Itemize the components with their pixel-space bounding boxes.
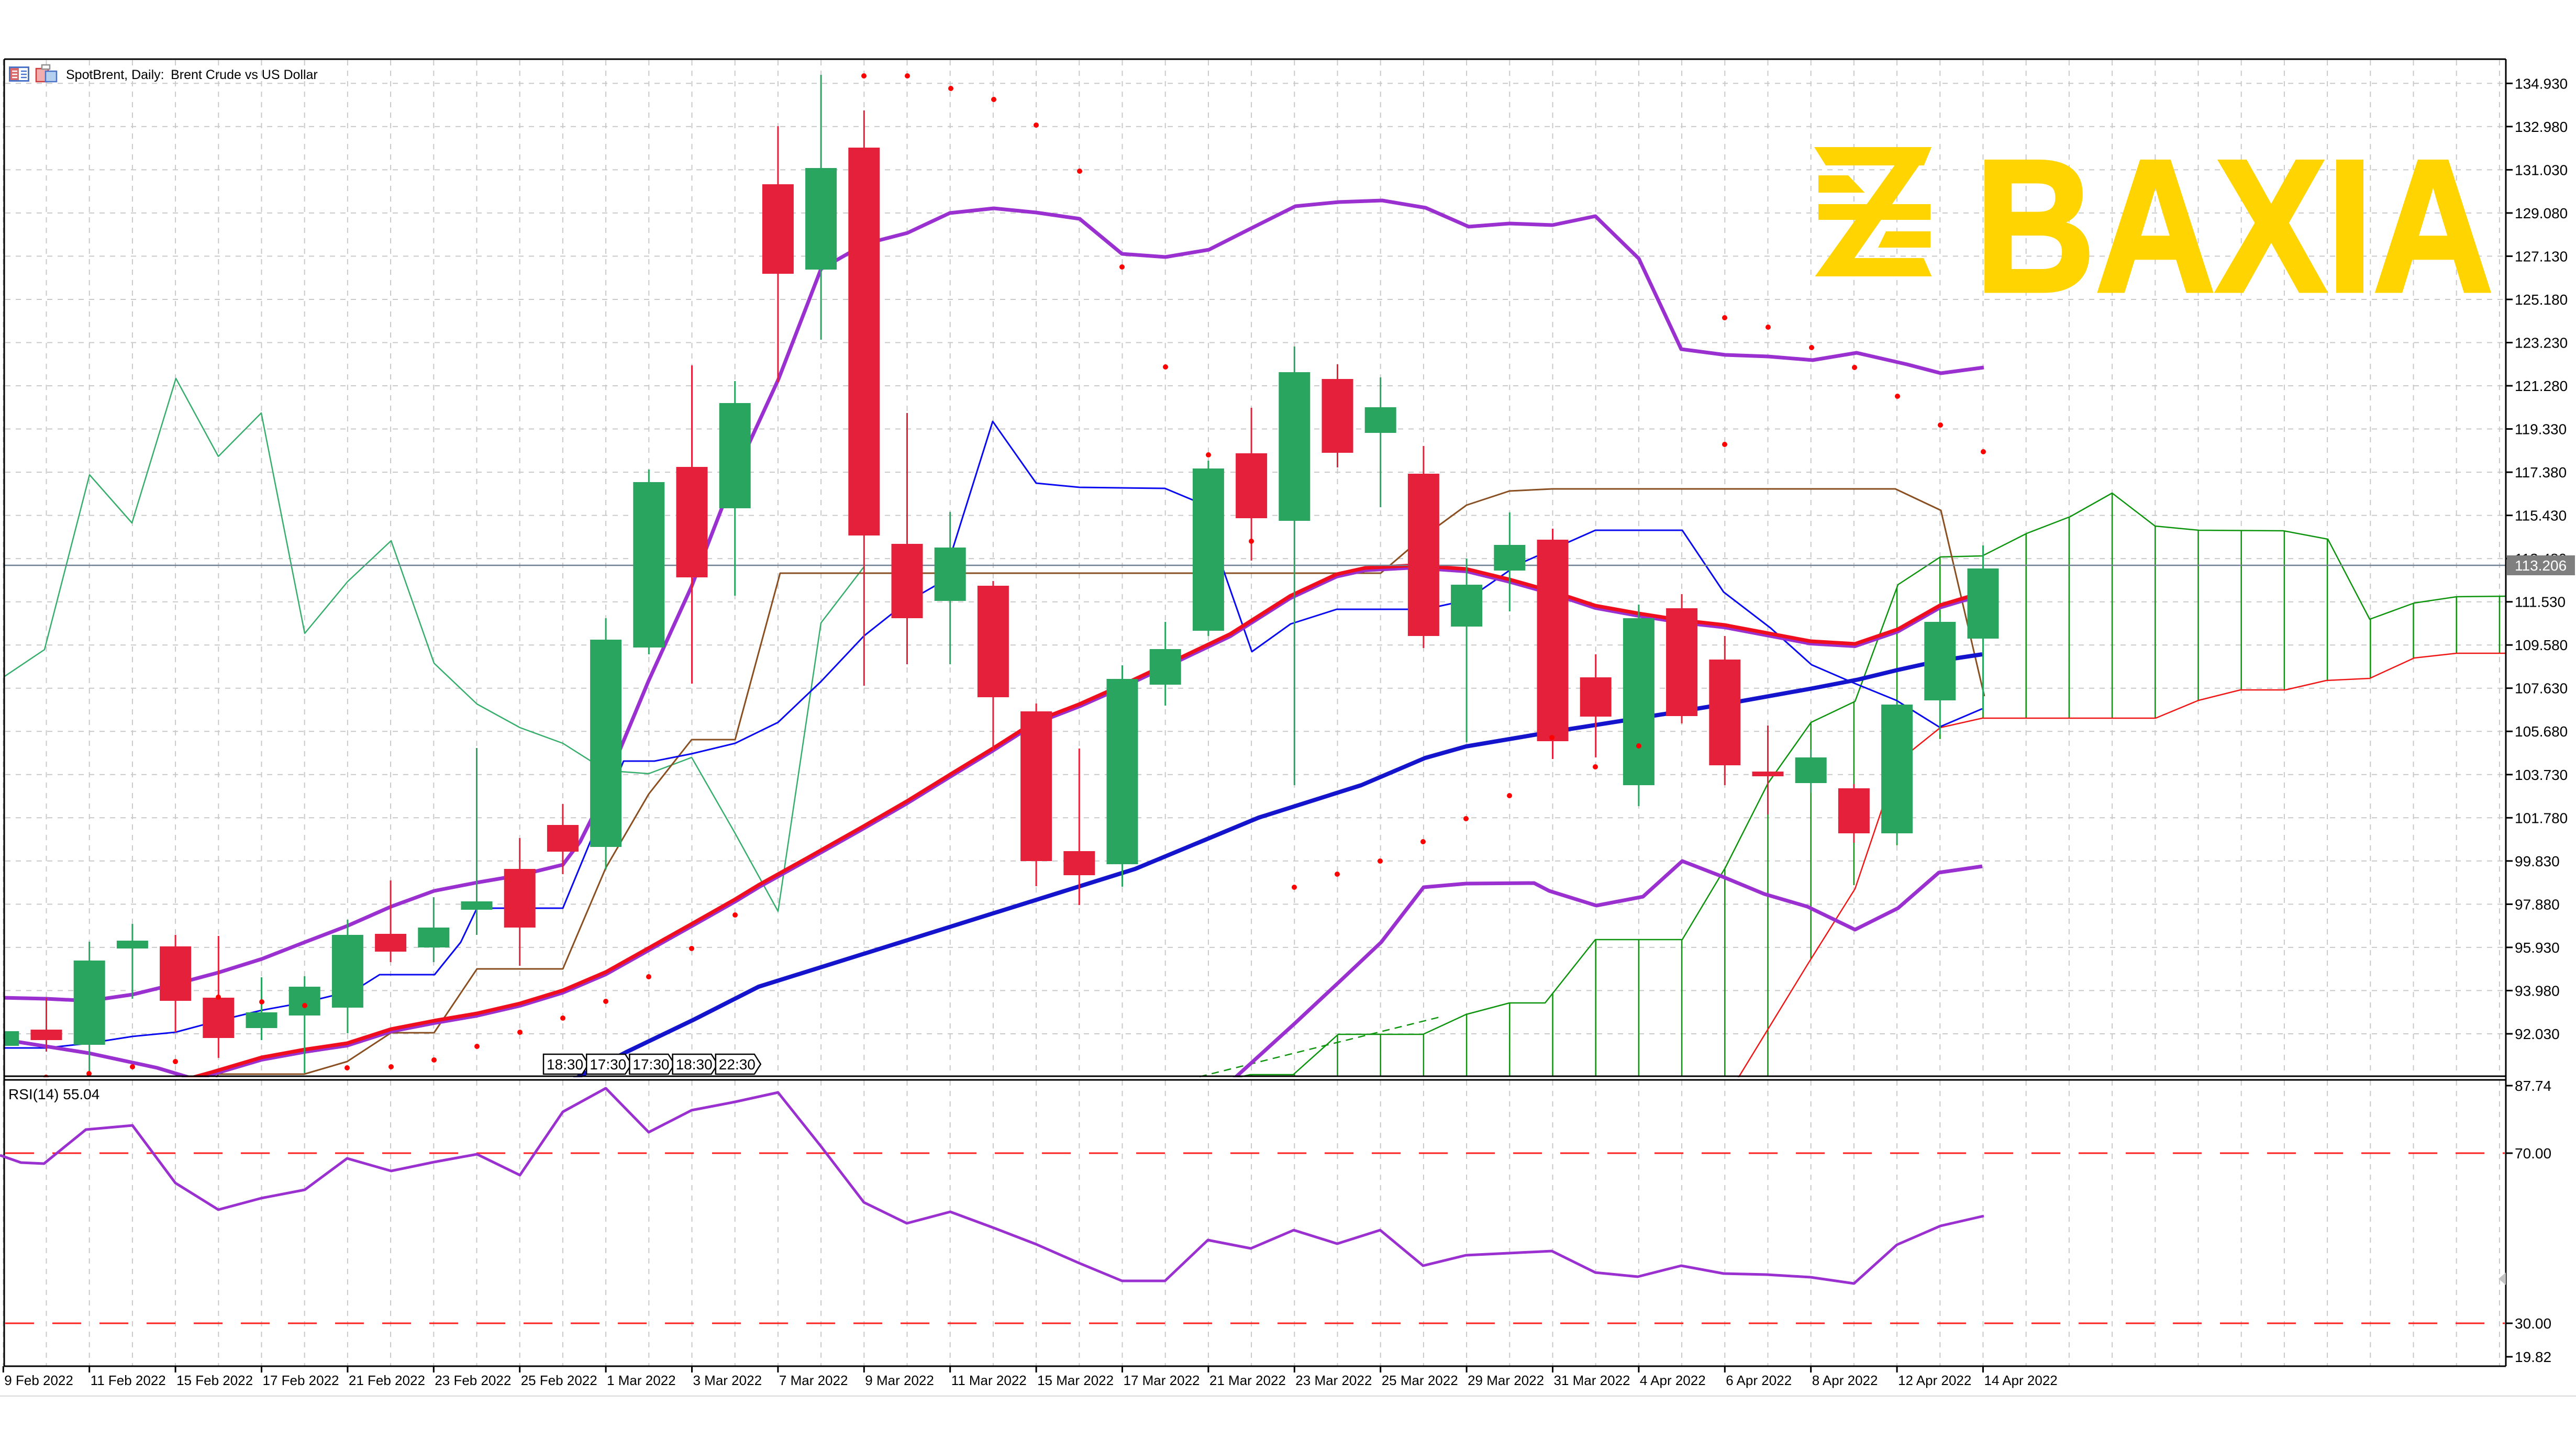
svg-text:30.00: 30.00 [2515, 1315, 2551, 1332]
svg-text:17 Feb 2022: 17 Feb 2022 [263, 1372, 339, 1388]
svg-text:93.980: 93.980 [2515, 983, 2560, 999]
svg-text:127.130: 127.130 [2515, 248, 2568, 264]
svg-text:SpotBrent, Daily: Brent Crude: SpotBrent, Daily: Brent Crude vs US Doll… [66, 68, 318, 82]
svg-text:7 Mar 2022: 7 Mar 2022 [779, 1372, 848, 1388]
svg-text:17:30: 17:30 [632, 1056, 669, 1073]
svg-text:109.580: 109.580 [2515, 637, 2568, 653]
svg-text:19.82: 19.82 [2515, 1349, 2551, 1365]
svg-text:18:30: 18:30 [547, 1056, 583, 1073]
svg-text:25 Feb 2022: 25 Feb 2022 [521, 1372, 597, 1388]
svg-text:107.630: 107.630 [2515, 680, 2568, 697]
svg-text:97.880: 97.880 [2515, 896, 2560, 912]
svg-text:132.980: 132.980 [2515, 119, 2568, 135]
svg-text:134.930: 134.930 [2515, 75, 2568, 92]
svg-text:4 Apr 2022: 4 Apr 2022 [1640, 1372, 1706, 1388]
svg-text:17 Mar 2022: 17 Mar 2022 [1124, 1372, 1200, 1388]
svg-text:21 Feb 2022: 21 Feb 2022 [349, 1372, 425, 1388]
svg-text:113.206: 113.206 [2515, 557, 2567, 574]
svg-text:29 Mar 2022: 29 Mar 2022 [1468, 1372, 1544, 1388]
svg-text:125.180: 125.180 [2515, 292, 2568, 308]
svg-text:9 Mar 2022: 9 Mar 2022 [865, 1372, 934, 1388]
svg-text:117.380: 117.380 [2515, 464, 2567, 481]
svg-text:105.680: 105.680 [2515, 723, 2568, 740]
svg-text:15 Mar 2022: 15 Mar 2022 [1037, 1372, 1114, 1388]
svg-text:119.330: 119.330 [2515, 421, 2567, 438]
svg-text:RSI(14) 55.04: RSI(14) 55.04 [8, 1086, 99, 1102]
svg-text:92.030: 92.030 [2515, 1026, 2560, 1042]
svg-text:95.930: 95.930 [2515, 940, 2560, 956]
svg-text:6 Apr 2022: 6 Apr 2022 [1726, 1372, 1792, 1388]
svg-text:23 Mar 2022: 23 Mar 2022 [1295, 1372, 1372, 1388]
svg-text:31 Mar 2022: 31 Mar 2022 [1554, 1372, 1630, 1388]
svg-text:9 Feb 2022: 9 Feb 2022 [4, 1372, 73, 1388]
svg-text:131.030: 131.030 [2515, 162, 2568, 178]
svg-text:11 Feb 2022: 11 Feb 2022 [91, 1372, 166, 1388]
svg-text:101.780: 101.780 [2515, 810, 2568, 826]
svg-text:1 Mar 2022: 1 Mar 2022 [607, 1372, 676, 1388]
svg-text:99.830: 99.830 [2515, 853, 2560, 869]
svg-text:3 Mar 2022: 3 Mar 2022 [693, 1372, 762, 1388]
svg-text:12 Apr 2022: 12 Apr 2022 [1898, 1372, 1971, 1388]
svg-text:8 Apr 2022: 8 Apr 2022 [1812, 1372, 1878, 1388]
svg-text:129.080: 129.080 [2515, 205, 2568, 221]
svg-text:123.230: 123.230 [2515, 335, 2568, 351]
svg-text:115.430: 115.430 [2515, 508, 2567, 524]
svg-text:23 Feb 2022: 23 Feb 2022 [435, 1372, 511, 1388]
svg-text:15 Feb 2022: 15 Feb 2022 [176, 1372, 253, 1388]
svg-text:22:30: 22:30 [719, 1056, 756, 1073]
svg-text:121.280: 121.280 [2515, 378, 2568, 394]
svg-text:14 Apr 2022: 14 Apr 2022 [1984, 1372, 2058, 1388]
svg-text:103.730: 103.730 [2515, 767, 2568, 783]
svg-text:25 Mar 2022: 25 Mar 2022 [1382, 1372, 1458, 1388]
svg-text:87.74: 87.74 [2515, 1078, 2551, 1094]
svg-text:21 Mar 2022: 21 Mar 2022 [1209, 1372, 1286, 1388]
svg-text:111.530: 111.530 [2515, 594, 2566, 610]
svg-text:70.00: 70.00 [2515, 1145, 2551, 1162]
svg-text:17:30: 17:30 [590, 1056, 626, 1073]
svg-text:BAXIA: BAXIA [1975, 121, 2493, 331]
svg-text:11 Mar 2022: 11 Mar 2022 [951, 1372, 1027, 1388]
svg-text:18:30: 18:30 [676, 1056, 713, 1073]
